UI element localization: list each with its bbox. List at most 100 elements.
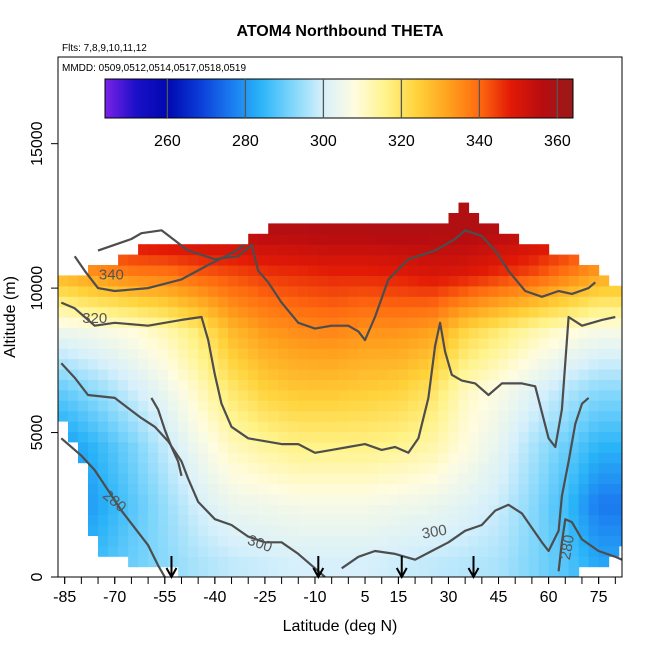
heatmap-cell: [158, 327, 169, 339]
heatmap-cell: [428, 545, 439, 557]
heatmap-cell: [158, 358, 169, 370]
heatmap-cell: [318, 431, 329, 443]
heatmap-cell: [398, 493, 409, 505]
heatmap-cell: [548, 265, 560, 276]
heatmap-cell: [598, 389, 610, 401]
heatmap-cell: [328, 525, 339, 536]
heatmap-cell: [498, 389, 510, 401]
heatmap-cell: [458, 441, 470, 453]
heatmap-cell: [618, 421, 622, 432]
heatmap-cell: [548, 410, 560, 422]
heatmap-cell: [278, 379, 289, 391]
heatmap-cell: [578, 421, 590, 432]
heatmap-cell: [228, 493, 239, 505]
heatmap-cell: [438, 265, 449, 276]
heatmap-cell: [448, 369, 460, 380]
heatmap-cell: [548, 358, 560, 370]
heatmap-cell: [458, 306, 470, 318]
heatmap-cell: [618, 337, 622, 349]
heatmap-cell: [248, 327, 259, 339]
heatmap-cell: [88, 358, 99, 370]
heatmap-cell: [488, 317, 500, 328]
heatmap-cell: [328, 223, 339, 235]
heatmap-cell: [488, 504, 500, 516]
heatmap-cell: [338, 493, 349, 505]
heatmap-cell: [358, 441, 369, 453]
colorbar-tick-label: 300: [310, 133, 337, 150]
heatmap-cell: [618, 410, 622, 422]
heatmap-cell: [528, 566, 540, 577]
heatmap-cell: [298, 317, 309, 328]
heatmap-cell: [548, 525, 560, 536]
heatmap-cell: [388, 223, 399, 235]
heatmap-cell: [378, 317, 389, 328]
heatmap-cell: [248, 410, 259, 422]
heatmap-cell: [478, 514, 490, 526]
heatmap-cell: [198, 525, 209, 536]
heatmap-cell: [218, 473, 229, 484]
heatmap-cell: [408, 545, 419, 557]
heatmap-cell: [228, 400, 239, 412]
heatmap-cell: [178, 317, 189, 328]
heatmap-cell: [148, 504, 159, 516]
heatmap-cell: [178, 306, 189, 318]
heatmap-cell: [168, 504, 179, 516]
heatmap-cell: [208, 431, 219, 443]
heatmap-cell: [598, 452, 610, 464]
heatmap-cell: [588, 369, 600, 380]
heatmap-cell: [608, 379, 620, 391]
heatmap-cell: [138, 306, 149, 318]
heatmap-cell: [498, 275, 510, 287]
heatmap-cell: [138, 265, 149, 276]
heatmap-cell: [138, 275, 149, 287]
heatmap-cell: [448, 306, 460, 318]
heatmap-cell: [178, 327, 189, 339]
heatmap-cell: [508, 431, 520, 443]
heatmap-cell: [458, 296, 470, 308]
heatmap-cell: [388, 462, 399, 474]
heatmap-cell: [178, 348, 189, 360]
heatmap-cell: [338, 233, 349, 245]
heatmap-cell: [328, 473, 339, 484]
heatmap-cell: [218, 410, 229, 422]
heatmap-cell: [128, 285, 139, 297]
heatmap-cell: [498, 337, 510, 349]
heatmap-cell: [588, 504, 600, 516]
heatmap-cell: [428, 327, 439, 339]
heatmap-cell: [548, 389, 560, 401]
heatmap-cell: [178, 410, 189, 422]
heatmap-cell: [468, 462, 480, 474]
heatmap-cell: [548, 493, 560, 505]
heatmap-cell: [478, 327, 490, 339]
heatmap-cell: [238, 244, 249, 256]
heatmap-cell: [488, 441, 500, 453]
heatmap-cell: [238, 462, 249, 474]
heatmap-cell: [168, 265, 179, 276]
heatmap-cell: [568, 441, 580, 453]
heatmap-cell: [538, 369, 550, 380]
heatmap-cell: [278, 254, 289, 266]
heatmap-cell: [508, 483, 520, 495]
heatmap-cell: [178, 556, 189, 568]
heatmap-cell: [508, 421, 520, 432]
heatmap-cell: [288, 327, 299, 339]
heatmap-cell: [308, 285, 319, 297]
heatmap-cell: [358, 462, 369, 474]
heatmap-cell: [378, 514, 389, 526]
contour-label: 340: [99, 266, 124, 283]
heatmap-cell: [368, 410, 379, 422]
heatmap-cell: [608, 493, 620, 505]
heatmap-cell: [318, 348, 329, 360]
heatmap-cell: [218, 566, 229, 577]
heatmap-cell: [418, 431, 429, 443]
heatmap-cell: [218, 545, 229, 557]
heatmap-cell: [58, 348, 69, 360]
heatmap-cell: [118, 410, 129, 422]
heatmap-cell: [78, 410, 89, 422]
heatmap-cell: [378, 233, 389, 245]
heatmap-cell: [468, 525, 480, 536]
heatmap-cell: [308, 233, 319, 245]
heatmap-cell: [518, 369, 530, 380]
heatmap-cell: [358, 296, 369, 308]
